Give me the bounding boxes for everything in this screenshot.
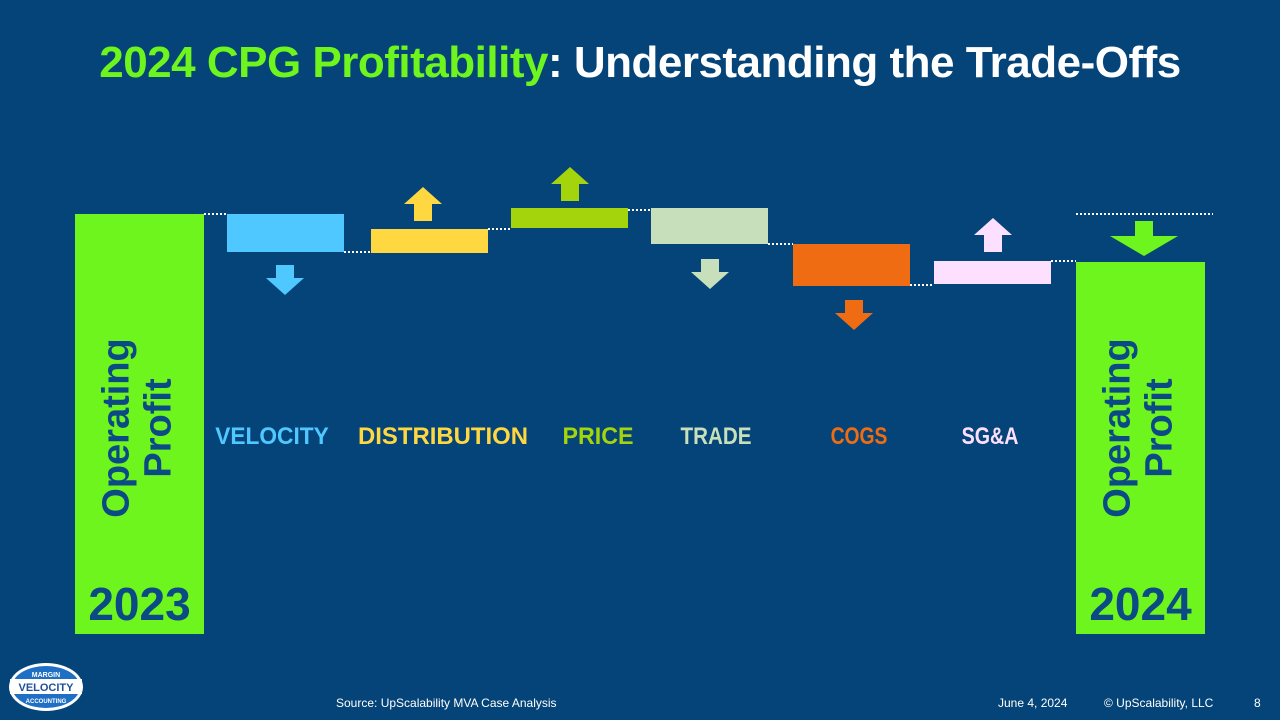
velocity-label: VELOCITY [215, 423, 329, 450]
end-down-arrow-icon [1110, 221, 1178, 256]
footer-source: Source: UpScalability MVA Case Analysis [336, 696, 557, 710]
velocity-down-arrow-icon [266, 265, 304, 295]
start-year-label: 2023 [88, 578, 190, 630]
footer-page-number: 8 [1254, 696, 1261, 710]
trade-bar [651, 208, 768, 244]
start-operating-profit-label-line: Profit [138, 378, 180, 478]
velocity-bar [227, 214, 344, 252]
logo-top-text: MARGIN [32, 672, 60, 679]
logo-bottom-text: ACCOUNTING [26, 699, 67, 705]
end-operating-profit-label: OperatingProfit [1097, 338, 1181, 517]
distribution-up-arrow-icon [404, 187, 442, 221]
price-bar [511, 208, 628, 228]
sg-a-bar [934, 261, 1051, 284]
cogs-label: COGS [831, 423, 888, 450]
title-highlight: 2024 CPG Profitability [99, 38, 548, 87]
footer-copyright: © UpScalability, LLC [1104, 696, 1214, 710]
trade-down-arrow-icon [691, 259, 729, 289]
sg-a-up-arrow-icon [974, 218, 1012, 252]
end-operating-profit-bar [1076, 262, 1205, 634]
start-operating-profit-bar [75, 214, 204, 634]
cogs-down-arrow-icon [835, 300, 873, 330]
slide-title: 2024 CPG Profitability: Understanding th… [0, 38, 1280, 88]
trade-label: TRADE [681, 423, 752, 450]
footer-date: June 4, 2024 [998, 696, 1068, 710]
margin-velocity-logo: MARGIN VELOCITY ACCOUNTING [9, 663, 83, 711]
cogs-bar [793, 244, 910, 286]
end-operating-profit-label-line: Profit [1139, 378, 1181, 478]
price-up-arrow-icon [551, 167, 589, 201]
logo-middle-text: VELOCITY [18, 682, 74, 694]
distribution-bar [371, 229, 488, 253]
sg-a-label: SG&A [962, 423, 1019, 450]
distribution-label: DISTRIBUTION [358, 423, 528, 450]
title-rest: : Understanding the Trade-Offs [547, 38, 1181, 87]
start-operating-profit-label-line: Operating [96, 338, 138, 517]
end-year-label: 2024 [1089, 578, 1192, 630]
end-operating-profit-label-line: Operating [1097, 338, 1139, 517]
price-label: PRICE [563, 423, 634, 450]
start-operating-profit-label: OperatingProfit [96, 338, 180, 517]
